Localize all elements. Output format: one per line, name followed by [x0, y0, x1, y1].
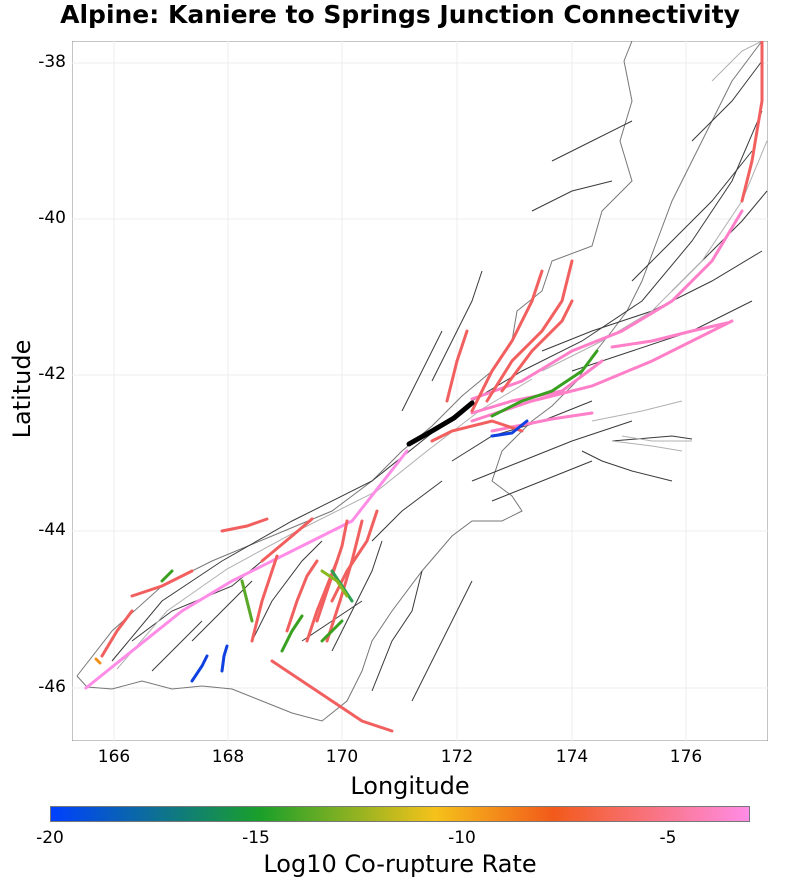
segment-green [160, 569, 174, 583]
segment-pink [470, 319, 734, 423]
x-tick-label: 166 [97, 747, 131, 767]
segment-salmon [270, 659, 394, 733]
x-tick-label: 170 [325, 747, 359, 767]
y-tick-label: -42 [38, 364, 66, 384]
segment-salmon [485, 259, 574, 403]
y-tick-label: -38 [38, 52, 66, 72]
colorbar-tick-label: -15 [242, 828, 270, 848]
segment-green [240, 579, 254, 623]
y-tick-label: -44 [38, 520, 66, 540]
segment-salmon [430, 419, 524, 443]
x-tick-label: 174 [555, 747, 589, 767]
y-tick-label: -46 [38, 677, 66, 697]
segment-green [280, 614, 304, 653]
segment-green [320, 569, 349, 598]
selected-fault-section [406, 400, 475, 447]
plot-frame [72, 41, 768, 741]
colorbar-title: Log10 Co-rupture Rate [263, 850, 537, 878]
segment-salmon [740, 41, 764, 203]
segment-salmon [250, 554, 279, 643]
segment-salmon [260, 517, 314, 563]
segment-blue [490, 419, 529, 438]
alpine-fault-south [84, 449, 409, 690]
segment-salmon [325, 519, 364, 643]
y-axis-label: Latitude [8, 339, 36, 439]
corupture-segments [84, 41, 764, 733]
segment-salmon [130, 569, 194, 598]
segment-pink [470, 209, 744, 401]
segment-salmon [285, 559, 319, 633]
segment-salmon [220, 517, 269, 533]
segment-orange [94, 657, 102, 665]
map-plot-area[interactable] [72, 41, 768, 741]
segment-salmon [500, 299, 574, 393]
chart-title: Alpine: Kaniere to Springs Junction Conn… [60, 0, 740, 29]
segment-pink [610, 321, 729, 349]
segment-salmon [470, 269, 544, 413]
x-tick-label: 172 [440, 747, 474, 767]
colorbar-tick-label: -20 [36, 828, 64, 848]
colorbar-tick-label: -5 [659, 828, 677, 848]
colorbar-tick-label: -10 [448, 828, 476, 848]
segment-blue [190, 654, 209, 683]
segment-green [320, 619, 344, 643]
x-tick-label: 176 [669, 747, 703, 767]
segment-blue [220, 644, 229, 673]
segment-salmon [445, 329, 469, 403]
x-tick-label: 168 [211, 747, 245, 767]
y-tick-label: -40 [38, 208, 66, 228]
segment-salmon [100, 609, 134, 658]
colorbar [50, 806, 750, 822]
fault-plane-outlines [116, 41, 768, 670]
segment-green [490, 349, 599, 418]
x-axis-label: Longitude [350, 772, 470, 800]
segment-salmon [315, 519, 349, 623]
